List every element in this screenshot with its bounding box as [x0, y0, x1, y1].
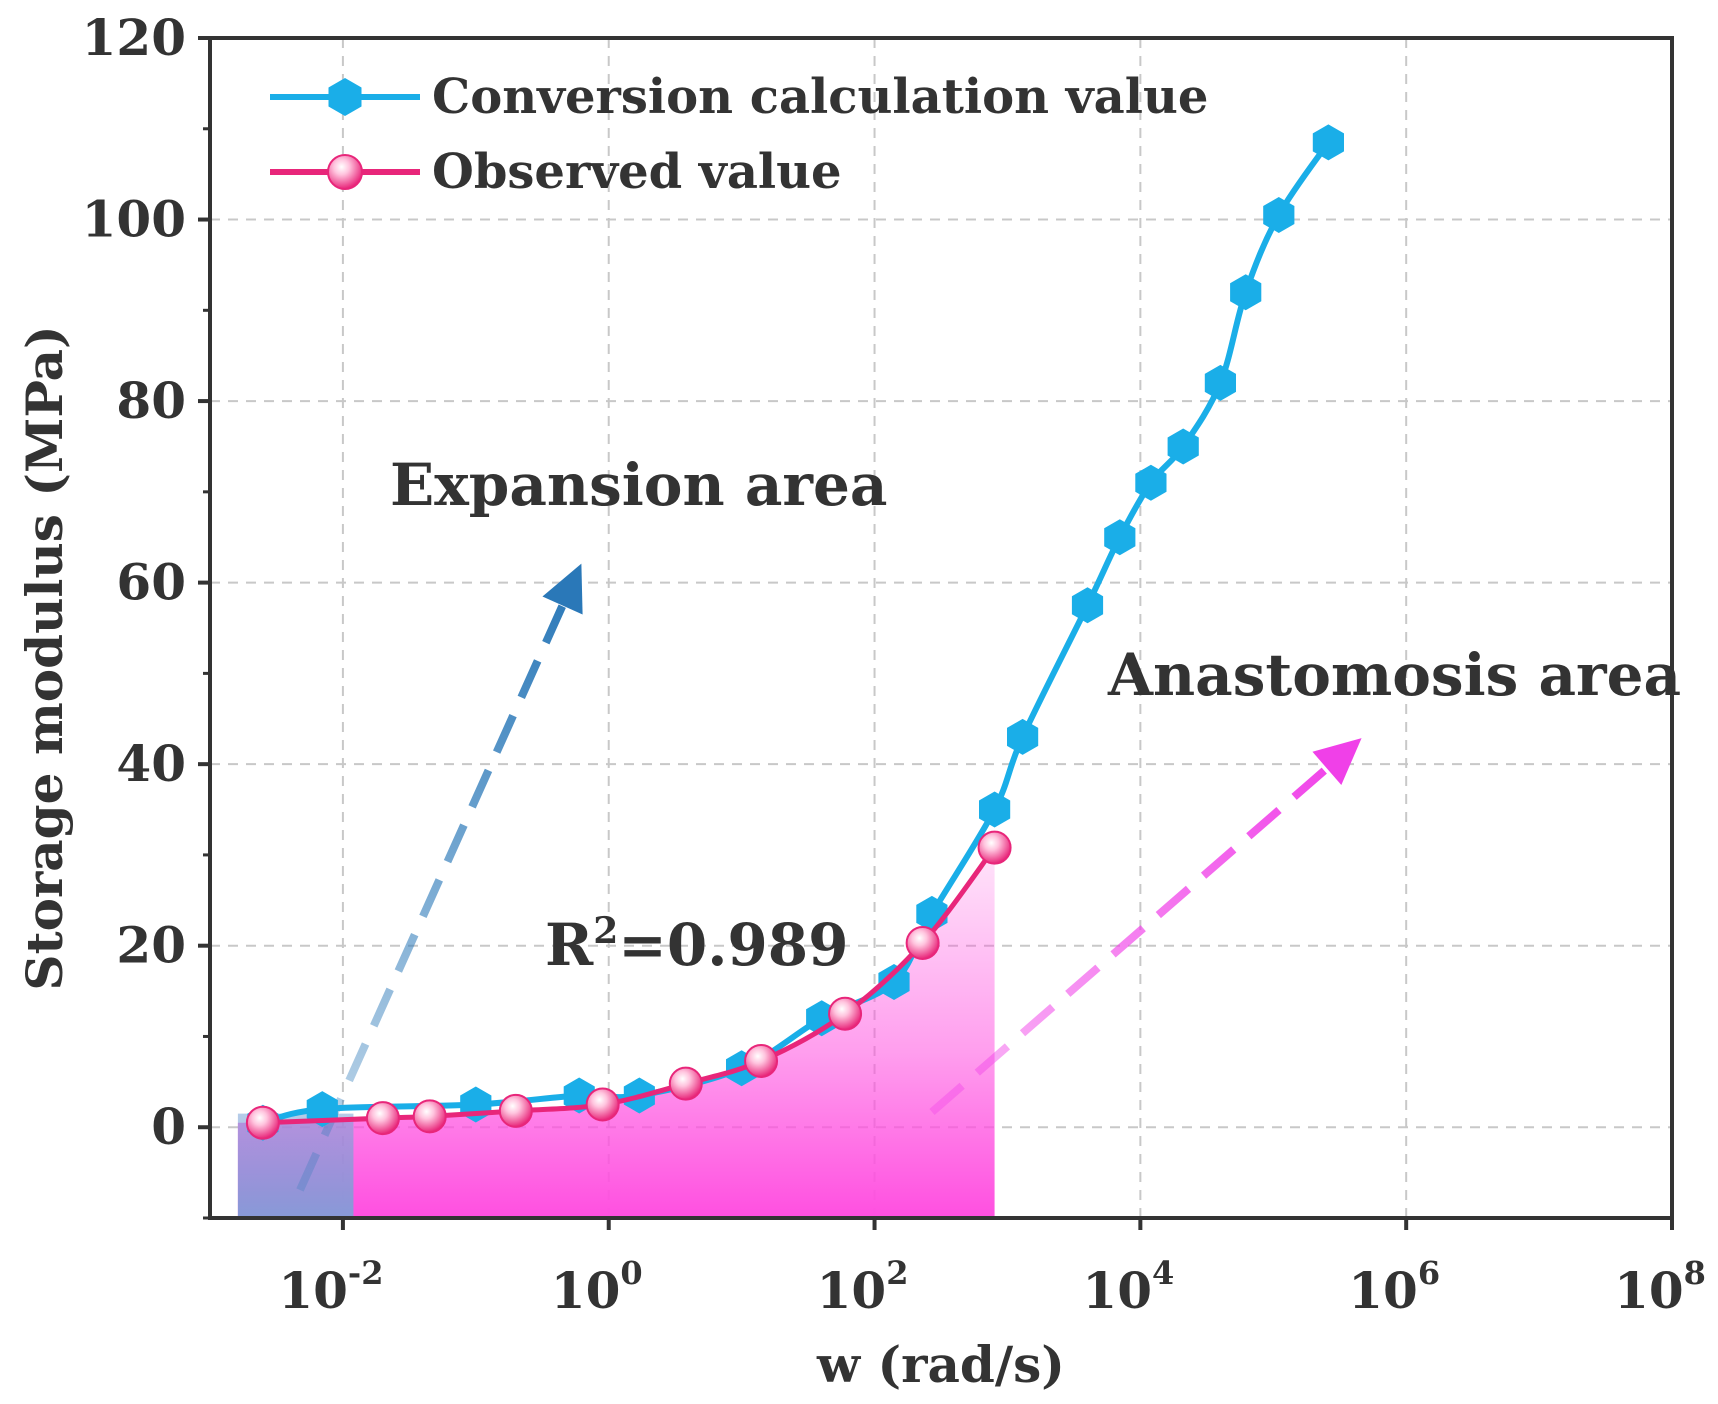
expansion-area-label: Expansion area — [390, 451, 887, 519]
legend-item-observed: Observed value — [270, 144, 842, 200]
r-squared-label: R2=0.989 — [545, 910, 848, 979]
observed-data-point — [585, 1087, 620, 1122]
x-tick-base: 10 — [278, 1261, 348, 1320]
x-tick-label: 106 — [1348, 1254, 1440, 1320]
x-tick-exponent: -2 — [348, 1254, 384, 1292]
data-series — [245, 124, 1344, 1141]
conversion-data-point — [1204, 364, 1236, 401]
x-tick-base: 10 — [551, 1261, 621, 1320]
x-axis-title: w (rad/s) — [816, 1335, 1065, 1394]
conversion-data-point — [1312, 124, 1344, 161]
legend-marker-sphere — [327, 154, 363, 190]
y-tick-label: 20 — [116, 916, 186, 975]
conversion-data-point — [1230, 274, 1262, 311]
conversion-data-point — [1135, 464, 1167, 501]
anastomosis-arrow-head — [1312, 738, 1362, 785]
conversion-data-point — [1263, 197, 1295, 233]
observed-data-point — [828, 996, 863, 1031]
observed-data-point — [412, 1099, 447, 1134]
y-tick-label: 40 — [116, 734, 186, 793]
x-tick-base: 10 — [1348, 1261, 1418, 1320]
observed-data-point — [668, 1066, 703, 1101]
observed-data-point — [498, 1093, 533, 1128]
x-tick-exponent: 8 — [1684, 1254, 1706, 1292]
y-axis-title: Storage modulus (MPa) — [15, 325, 74, 990]
r-squared-prefix: R — [545, 911, 594, 979]
conversion-data-point — [1071, 587, 1104, 624]
legend-label-conversion: Conversion calculation value — [432, 69, 1208, 125]
observed-data-point — [744, 1043, 779, 1078]
x-tick-exponent: 0 — [620, 1254, 642, 1292]
conversion-data-point — [1104, 519, 1136, 556]
x-tick-exponent: 2 — [886, 1254, 908, 1292]
r-squared-superscript: 2 — [593, 910, 618, 952]
x-tick-base: 10 — [817, 1261, 887, 1320]
conversion-data-point — [979, 791, 1011, 828]
conversion-data-point — [1007, 718, 1039, 755]
x-tick-label: 108 — [1614, 1254, 1706, 1320]
x-tick-label: 104 — [1082, 1254, 1174, 1320]
y-tick-label: 60 — [116, 553, 186, 612]
plot-frame — [208, 36, 1674, 1220]
observed-data-point — [905, 925, 940, 960]
observed-data-point — [977, 830, 1012, 865]
y-tick-label: 100 — [82, 190, 186, 249]
expansion-arrow-head — [542, 563, 583, 615]
y-tick-label: 120 — [82, 8, 186, 67]
legend-marker-hexagon — [328, 78, 362, 116]
anastomosis-area-label: Anastomosis area — [1107, 641, 1681, 709]
annotation-arrows — [296, 563, 1362, 1192]
observed-data-point — [365, 1101, 400, 1136]
x-tick-label: 10-2 — [278, 1254, 383, 1320]
y-tick-label: 0 — [151, 1097, 186, 1156]
x-tick-exponent: 4 — [1152, 1254, 1174, 1292]
x-tick-label: 102 — [817, 1254, 909, 1320]
observed-series-line — [262, 846, 997, 1126]
observed-data-point — [245, 1105, 280, 1140]
x-tick-exponent: 6 — [1418, 1254, 1440, 1292]
anastomosis-arrow-shaft — [929, 746, 1351, 1116]
legend: Conversion calculation value Observed va… — [270, 69, 1208, 200]
expansion-arrow-shaft — [296, 578, 578, 1192]
legend-item-conversion: Conversion calculation value — [270, 69, 1208, 125]
y-tick-label: 80 — [116, 371, 186, 430]
conversion-data-point — [1167, 428, 1199, 465]
legend-label-observed: Observed value — [432, 144, 842, 200]
r-squared-value: =0.989 — [618, 911, 848, 979]
x-tick-label: 100 — [551, 1254, 643, 1320]
x-tick-base: 10 — [1082, 1261, 1152, 1320]
x-tick-base: 10 — [1614, 1261, 1684, 1320]
shaded-areas — [237, 847, 995, 1218]
conversion-data-point — [878, 964, 910, 1000]
